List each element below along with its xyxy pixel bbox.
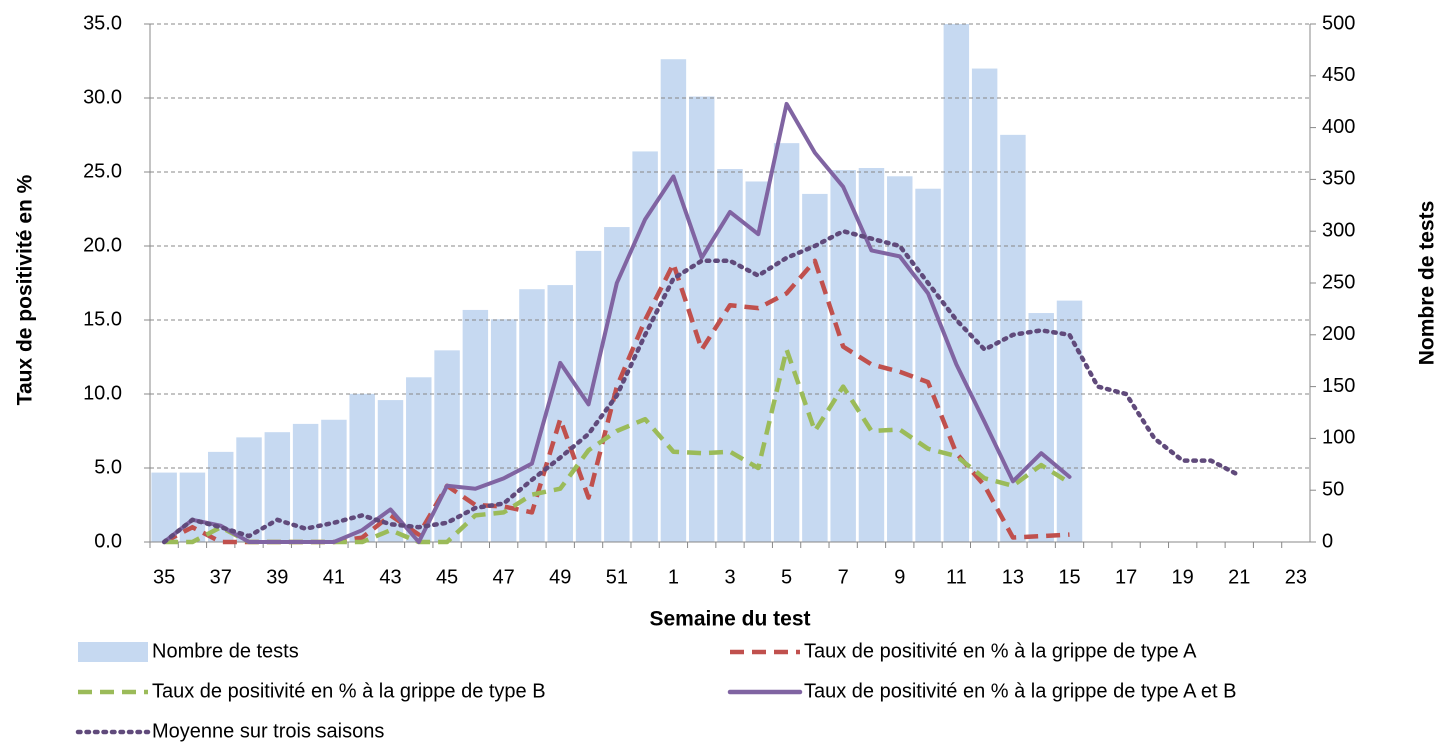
y2-axis-title: Nombre de tests bbox=[1416, 201, 1439, 366]
x-tick-label: 23 bbox=[1285, 566, 1307, 588]
y-tick-label: 0.0 bbox=[94, 530, 122, 552]
x-tick-label: 41 bbox=[323, 566, 345, 588]
x-tick-label: 11 bbox=[946, 566, 967, 588]
bar bbox=[292, 423, 319, 542]
bar bbox=[887, 176, 913, 543]
x-tick-label: 21 bbox=[1228, 566, 1250, 588]
bar bbox=[179, 472, 206, 542]
x-tick-label: 47 bbox=[493, 566, 515, 588]
bar bbox=[519, 289, 545, 542]
y2-tick-label: 500 bbox=[1322, 12, 1355, 34]
legend-label: Taux de positivité en % à la grippe de t… bbox=[804, 640, 1197, 662]
y2-tick-label: 200 bbox=[1322, 323, 1355, 345]
line bbox=[162, 101, 1072, 544]
legend-swatch bbox=[78, 642, 148, 662]
x-axis-title: Semaine du test bbox=[649, 608, 810, 631]
x-tick-label: 39 bbox=[266, 566, 288, 588]
x-tick-label: 15 bbox=[1058, 566, 1080, 588]
line bbox=[161, 228, 1242, 545]
y-tick-label: 15.0 bbox=[83, 308, 122, 330]
bar bbox=[632, 151, 658, 543]
y-tick-label: 30.0 bbox=[83, 86, 122, 108]
y2-tick-label: 100 bbox=[1322, 427, 1355, 449]
x-tick-label: 51 bbox=[606, 566, 628, 588]
bar bbox=[745, 181, 772, 543]
x-tick-label: 17 bbox=[1115, 566, 1137, 588]
legend-label: Moyenne sur trois saisons bbox=[152, 720, 384, 742]
y-tick-label: 10.0 bbox=[83, 382, 122, 404]
y2-tick-label: 50 bbox=[1322, 478, 1344, 500]
x-tick-label: 9 bbox=[894, 566, 905, 588]
bar bbox=[660, 59, 687, 542]
bar bbox=[236, 437, 262, 542]
y2-tick-label: 450 bbox=[1322, 64, 1355, 86]
y2-tick-label: 0 bbox=[1322, 530, 1333, 552]
y-axis-title: Taux de positivité en % bbox=[14, 174, 37, 405]
bar bbox=[858, 168, 885, 542]
bar bbox=[1028, 313, 1054, 542]
y-tick-label: 20.0 bbox=[83, 234, 122, 256]
y2-tick-label: 350 bbox=[1322, 168, 1355, 190]
y-tick-label: 25.0 bbox=[83, 160, 122, 182]
bar bbox=[1056, 300, 1083, 542]
bar bbox=[915, 188, 941, 542]
x-tick-label: 35 bbox=[153, 566, 175, 588]
bar bbox=[802, 193, 828, 543]
x-tick-label: 37 bbox=[210, 566, 232, 588]
bar bbox=[773, 143, 800, 542]
bar bbox=[717, 169, 743, 543]
bar bbox=[151, 472, 177, 542]
y2-tick-label: 250 bbox=[1322, 271, 1355, 293]
x-tick-label: 19 bbox=[1172, 566, 1194, 588]
x-tick-label: 13 bbox=[1002, 566, 1024, 588]
x-tick-label: 7 bbox=[838, 566, 849, 588]
y2-tick-label: 400 bbox=[1322, 116, 1355, 138]
y2-tick-label: 150 bbox=[1322, 375, 1355, 397]
bar bbox=[604, 227, 630, 542]
x-tick-label: 49 bbox=[549, 566, 571, 588]
y2-tick-label: 300 bbox=[1322, 219, 1355, 241]
x-tick-label: 3 bbox=[724, 566, 735, 588]
bar bbox=[208, 451, 234, 542]
legend-label: Nombre de tests bbox=[152, 640, 299, 662]
bar bbox=[434, 350, 460, 542]
bar bbox=[406, 377, 432, 542]
y-tick-label: 35.0 bbox=[83, 12, 122, 34]
y-tick-label: 5.0 bbox=[94, 456, 122, 478]
x-tick-label: 1 bbox=[668, 566, 679, 588]
x-tick-label: 5 bbox=[781, 566, 792, 588]
x-tick-label: 43 bbox=[379, 566, 401, 588]
x-tick-label: 45 bbox=[436, 566, 458, 588]
bar bbox=[547, 285, 573, 542]
legend-label: Taux de positivité en % à la grippe de t… bbox=[804, 680, 1237, 702]
bar bbox=[971, 68, 998, 542]
bar bbox=[830, 170, 856, 543]
legend-label: Taux de positivité en % à la grippe de t… bbox=[152, 680, 546, 702]
